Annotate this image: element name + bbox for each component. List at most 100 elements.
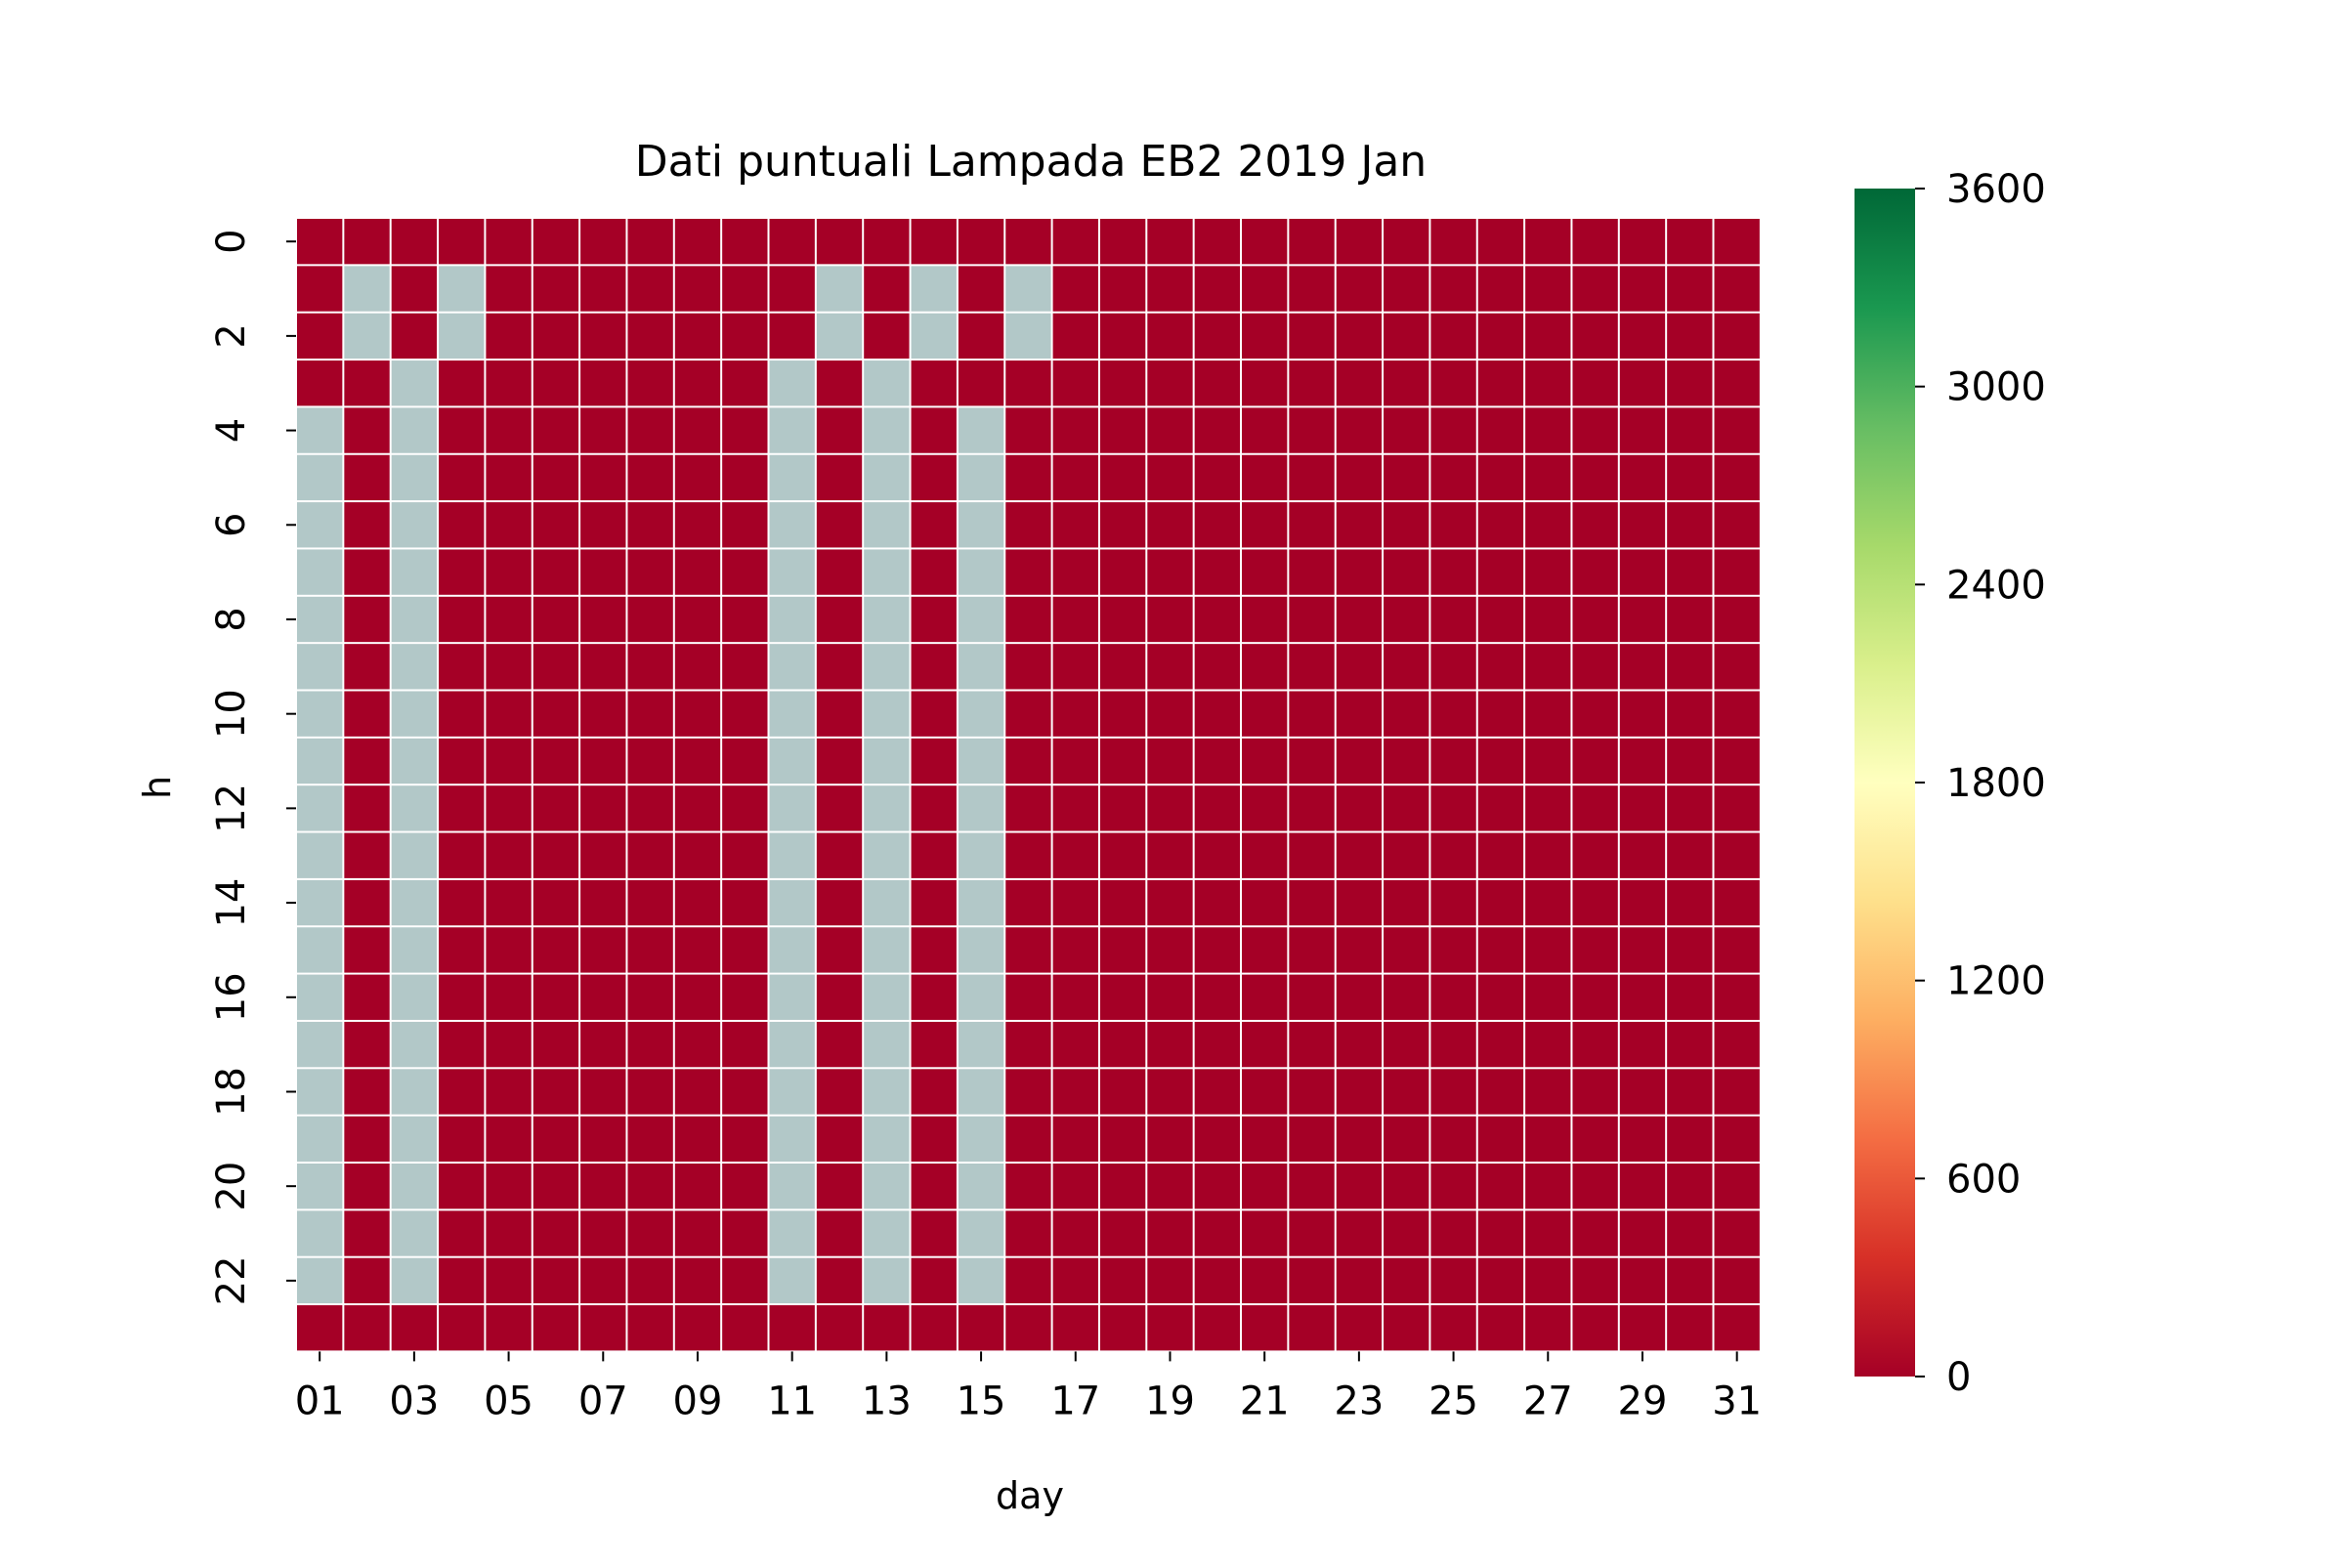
heatmap-cell: [1477, 879, 1524, 926]
heatmap-cell: [486, 502, 532, 548]
heatmap-cell: [1005, 1021, 1051, 1068]
heatmap-cell: [1099, 219, 1146, 265]
heatmap-cell-missing: [769, 360, 815, 406]
heatmap-cell: [816, 1257, 863, 1304]
y-axis-ticks: 0 2 4 6 8 10 12 14 16 18 20 22: [209, 229, 296, 1305]
heatmap-cell-missing: [864, 360, 910, 406]
y-tick-label: 8: [209, 607, 254, 631]
heatmap-cell: [1289, 360, 1335, 406]
heatmap-cell: [1005, 738, 1051, 784]
heatmap-cell: [1242, 927, 1288, 973]
heatmap-cell: [1667, 879, 1713, 926]
heatmap-cell: [1667, 1305, 1713, 1351]
heatmap-cell-missing: [864, 1021, 910, 1068]
heatmap-cell: [674, 1116, 721, 1162]
heatmap-cell: [1384, 1116, 1429, 1162]
heatmap-cell: [674, 266, 721, 312]
heatmap-cell: [1430, 407, 1476, 453]
heatmap-cell: [911, 927, 957, 973]
heatmap-cell: [722, 549, 768, 595]
heatmap-cell: [580, 549, 626, 595]
heatmap-cell-missing: [391, 738, 438, 784]
heatmap-cell: [297, 313, 343, 360]
heatmap-cell-missing: [769, 549, 815, 595]
heatmap-cell: [674, 738, 721, 784]
heatmap-cell: [1572, 360, 1618, 406]
heatmap-cell-missing: [958, 1116, 1004, 1162]
heatmap-cell: [1242, 1069, 1288, 1115]
heatmap-cell: [627, 266, 673, 312]
heatmap-cell: [1147, 313, 1193, 360]
heatmap-cell: [1194, 691, 1240, 737]
heatmap-cell: [1099, 1305, 1146, 1351]
heatmap-cell-missing: [816, 266, 863, 312]
heatmap-cell: [580, 1069, 626, 1115]
heatmap-cell: [816, 1210, 863, 1256]
heatmap-cell: [533, 785, 579, 831]
heatmap-cell: [1147, 879, 1193, 926]
heatmap-cell: [439, 1257, 485, 1304]
heatmap-cell-missing: [344, 313, 390, 360]
heatmap-cell: [816, 738, 863, 784]
heatmap-cell: [627, 1021, 673, 1068]
heatmap-cell: [1525, 1305, 1571, 1351]
heatmap-cell: [1430, 1210, 1476, 1256]
heatmap-cell: [1714, 879, 1760, 926]
heatmap-cell: [1336, 1257, 1383, 1304]
chart-title: Dati puntuali Lampada EB2 2019 Jan: [635, 137, 1427, 187]
x-tick-label: 31: [1712, 1378, 1762, 1423]
heatmap-cell: [769, 266, 815, 312]
heatmap-cell: [1619, 879, 1666, 926]
x-tick-label: 13: [862, 1378, 912, 1423]
heatmap-cell: [1147, 360, 1193, 406]
heatmap-cell: [1619, 454, 1666, 501]
heatmap-cell: [1336, 974, 1383, 1020]
heatmap-cell-missing: [391, 1210, 438, 1256]
heatmap-cell: [486, 549, 532, 595]
heatmap-cell: [1099, 407, 1146, 453]
heatmap-cell: [1477, 502, 1524, 548]
heatmap-cell: [1052, 1021, 1098, 1068]
heatmap-cell: [1242, 407, 1288, 453]
heatmap-cell: [722, 1116, 768, 1162]
heatmap-cell: [1525, 644, 1571, 690]
heatmap-cell: [1572, 219, 1618, 265]
heatmap-cell: [1289, 266, 1335, 312]
heatmap-cell: [1525, 1069, 1571, 1115]
y-tick-label: 20: [209, 1162, 254, 1211]
heatmap-cell: [627, 644, 673, 690]
heatmap-cell: [580, 502, 626, 548]
heatmap-cell: [1667, 927, 1713, 973]
heatmap-cell: [1384, 502, 1429, 548]
heatmap-cell: [1336, 219, 1383, 265]
x-tick-label: 11: [767, 1378, 817, 1423]
heatmap-cell: [722, 454, 768, 501]
x-axis-ticks: 01 03 05 07 09 11 13 15 17 19 21 23 25 27 29 31: [295, 1351, 1762, 1423]
heatmap-cell: [486, 407, 532, 453]
heatmap-cell: [1714, 785, 1760, 831]
colorbar-tick-label: 600: [1946, 1157, 2021, 1202]
heatmap-cell: [1572, 1257, 1618, 1304]
heatmap-cell: [769, 219, 815, 265]
heatmap-cell: [1099, 1069, 1146, 1115]
heatmap-cell: [1714, 219, 1760, 265]
heatmap-cell-missing: [958, 927, 1004, 973]
heatmap-cell: [1147, 832, 1193, 878]
heatmap-cell: [1147, 502, 1193, 548]
heatmap-cell: [1052, 832, 1098, 878]
heatmap-cell: [1525, 832, 1571, 878]
heatmap-cell: [1289, 407, 1335, 453]
heatmap-cell: [911, 1305, 957, 1351]
heatmap-cell: [1194, 502, 1240, 548]
heatmap-cell: [344, 879, 390, 926]
heatmap-cell: [533, 596, 579, 643]
x-tick-label: 25: [1428, 1378, 1478, 1423]
heatmap-cell: [1430, 832, 1476, 878]
heatmap-cell: [1289, 1210, 1335, 1256]
heatmap-cell-missing: [391, 1116, 438, 1162]
heatmap-cell: [1147, 927, 1193, 973]
heatmap-cell: [1714, 1305, 1760, 1351]
heatmap-cell: [1572, 1116, 1618, 1162]
heatmap-cell: [1005, 785, 1051, 831]
heatmap-cell: [1525, 407, 1571, 453]
